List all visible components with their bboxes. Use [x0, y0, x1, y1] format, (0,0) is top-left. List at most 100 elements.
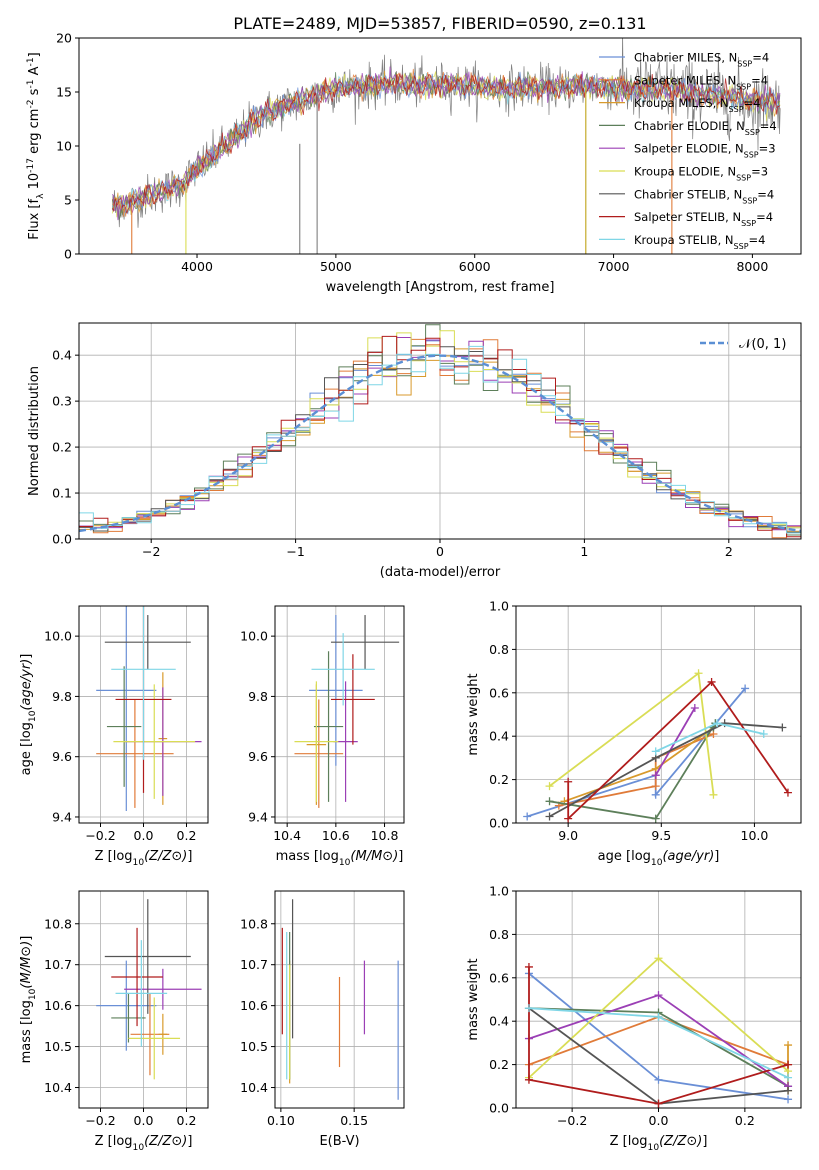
mass-weight-marker-8 — [654, 1012, 663, 1021]
x-axis-label: Z [log10(Z/Z⊙)] — [610, 1134, 708, 1153]
normal-reference-curve — [79, 354, 801, 533]
y-axis-label: mass weight — [466, 673, 481, 755]
x-tick-label: −0.2 — [85, 1113, 115, 1128]
legend-label-3: Chabrier ELODIE, NSSP=4 — [634, 119, 777, 137]
plot-area — [79, 324, 801, 539]
mass-weight-marker-5 — [654, 954, 663, 963]
axes-frame — [515, 605, 802, 824]
mass-weight-marker-6 — [784, 1086, 793, 1095]
x-axis-label: Z [log10(Z/Z⊙)] — [95, 849, 193, 868]
x-tick-label: 2 — [725, 544, 733, 559]
x-tick-label: 7000 — [598, 259, 630, 274]
y-tick-label: 9.6 — [52, 749, 72, 764]
x-tick-label: 0.0 — [134, 828, 154, 843]
y-tick-label: 0.4 — [489, 1014, 509, 1029]
mass-weight-marker-7 — [783, 788, 792, 797]
plot-area — [281, 899, 399, 1100]
plot-area — [294, 615, 400, 808]
x-tick-label: −2 — [142, 544, 160, 559]
y-tick-label: 10.7 — [44, 957, 72, 972]
legend-label-5: Kroupa ELODIE, NSSP=3 — [634, 165, 768, 183]
mass-weight-marker-4 — [651, 771, 660, 780]
axes-frame — [274, 890, 405, 1109]
x-axis-label: wavelength [Angstrom, rest frame] — [326, 280, 555, 295]
mass-weight-marker-7 — [654, 1099, 663, 1108]
spectrum-legend: Chabrier MILES, NSSP=4 Salpeter MILES, NS… — [599, 51, 777, 251]
legend-label-8: Kroupa STELIB, NSSP=4 — [634, 233, 765, 251]
y-tick-label: 10.5 — [240, 1039, 268, 1054]
panel-mass-weight-vs-age: 9.0 9.5 10.0 0.0 0.2 0.4 0.6 0.8 1.0 age [log10(a… — [466, 599, 802, 868]
plot-area — [111, 38, 781, 254]
x-tick-label: −1 — [286, 544, 304, 559]
mass-weight-marker-7 — [564, 814, 573, 823]
y-tick-label: 5 — [64, 193, 72, 208]
y-tick-label: 0.2 — [52, 440, 72, 455]
plot-area — [96, 899, 202, 1080]
x-tick-label: −0.2 — [85, 828, 115, 843]
x-tick-label: 0 — [436, 544, 444, 559]
y-axis-label: mass weight — [466, 958, 481, 1040]
mass-weight-marker-8 — [713, 719, 722, 728]
y-tick-label: 0.0 — [489, 1101, 509, 1116]
panel-residuals: −2 −1 0 1 2 0.0 0.1 0.2 0.3 0.4 (data-model)/error… — [27, 322, 802, 580]
x-tick-label: 0.2 — [177, 1113, 197, 1128]
y-tick-label: 0.4 — [489, 729, 509, 744]
legend-label-normal: 𝒩(0, 1) — [739, 337, 786, 352]
mass-weight-marker-2 — [784, 1041, 793, 1050]
panel-age-vs-mass: 10.4 10.6 10.8 9.4 9.6 9.8 10.0 mass [log10(M/M… — [240, 605, 405, 868]
y-tick-label: 1.0 — [489, 884, 509, 899]
y-axis-label: mass [log10(M/M⊙)] — [19, 936, 38, 1064]
mass-weight-marker-8 — [759, 730, 768, 739]
legend-label-7: Salpeter STELIB, NSSP=4 — [634, 210, 773, 228]
x-tick-label: 0.0 — [134, 1113, 154, 1128]
panel-spectrum: 4000 5000 6000 7000 8000 0 5 10 15 20 wavelength [… — [26, 31, 802, 295]
plot-area — [524, 954, 793, 1108]
mass-weight-marker-5 — [545, 782, 554, 791]
y-tick-label: 10.8 — [44, 916, 72, 931]
figure-title: PLATE=2489, MJD=53857, FIBERID=0590, z=0… — [233, 14, 646, 33]
y-tick-label: 15 — [56, 85, 72, 100]
y-tick-label: 10.4 — [44, 1080, 72, 1095]
y-tick-label: 10.0 — [44, 629, 72, 644]
y-tick-label: 10.5 — [44, 1039, 72, 1054]
y-tick-label: 10.7 — [240, 957, 268, 972]
axes-frame — [274, 605, 405, 824]
x-tick-label: 10.4 — [273, 828, 301, 843]
mass-weight-marker-7 — [564, 777, 573, 786]
mass-weight-line-6 — [549, 722, 783, 818]
y-axis-label: Normed distribution — [27, 366, 42, 496]
mass-weight-marker-8 — [651, 747, 660, 756]
mass-weight-marker-8 — [524, 1004, 533, 1013]
mass-weight-marker-6 — [778, 723, 787, 732]
mass-weight-marker-7 — [524, 1075, 533, 1084]
mass-weight-line-7 — [528, 967, 789, 1105]
legend-label-0: Chabrier MILES, NSSP=4 — [634, 51, 769, 69]
y-tick-label: 0.8 — [489, 642, 509, 657]
x-axis-label: Z [log10(Z/Z⊙)] — [95, 1134, 193, 1153]
y-tick-label: 9.8 — [52, 689, 72, 704]
x-tick-label: 0.2 — [177, 828, 197, 843]
x-tick-label: 10.8 — [371, 828, 399, 843]
mass-weight-marker-3 — [545, 797, 554, 806]
plot-area — [523, 669, 792, 823]
mass-weight-marker-7 — [707, 677, 716, 686]
legend-label-6: Chabrier STELIB, NSSP=4 — [634, 187, 774, 205]
mass-weight-line-7 — [567, 680, 789, 821]
x-tick-label: 10.0 — [741, 828, 769, 843]
x-tick-label: 0.15 — [340, 1113, 368, 1128]
x-axis-label: (data-model)/error — [380, 565, 501, 580]
y-tick-label: 9.8 — [248, 689, 268, 704]
mass-weight-marker-5 — [709, 790, 718, 799]
mass-weight-marker-0 — [523, 812, 532, 821]
legend-label-1: Salpeter MILES, NSSP=4 — [634, 73, 768, 91]
y-tick-label: 10.8 — [240, 916, 268, 931]
y-tick-label: 9.4 — [248, 809, 268, 824]
mass-weight-marker-5 — [694, 669, 703, 678]
x-tick-label: 4000 — [181, 259, 213, 274]
model-spectrum-7 — [111, 72, 781, 214]
mass-weight-marker-0 — [784, 1095, 793, 1104]
y-tick-label: 10.6 — [240, 998, 268, 1013]
panel-mass-vs-EBV: 0.10 0.15 10.4 10.5 10.6 10.7 10.8 E(B-V) — [240, 890, 405, 1149]
x-tick-label: 5000 — [320, 259, 352, 274]
